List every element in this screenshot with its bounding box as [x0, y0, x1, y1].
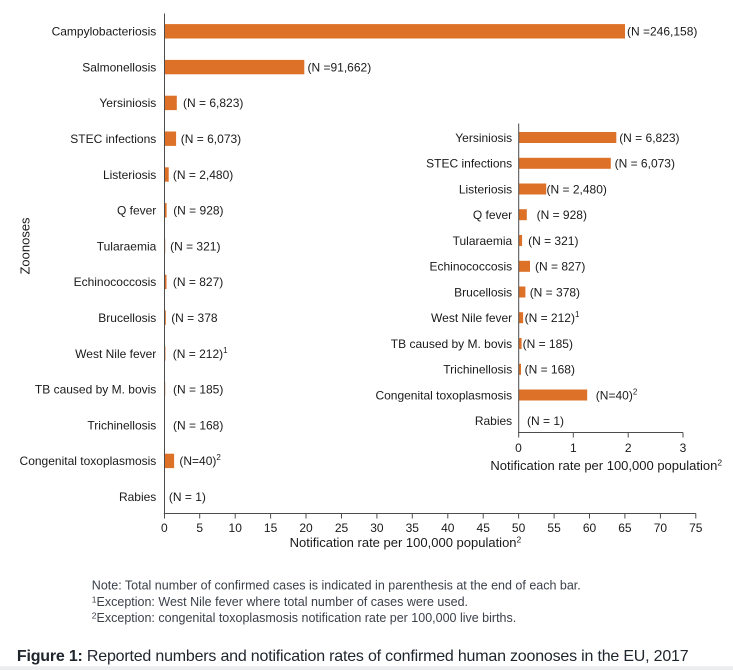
svg-text:60: 60	[583, 521, 597, 535]
svg-text:Q fever: Q fever	[117, 204, 156, 218]
svg-text:Note: Total number of confirme: Note: Total number of confirmed cases is…	[92, 579, 581, 593]
svg-text:(N = 1): (N = 1)	[527, 414, 564, 428]
svg-text:25: 25	[335, 521, 349, 535]
svg-text:(N = 378: (N = 378	[171, 311, 218, 325]
svg-text:Notification rate per 100,000: Notification rate per 100,000 population…	[490, 458, 722, 474]
svg-text:Trichinellosis: Trichinellosis	[87, 418, 156, 432]
svg-text:(N = 185): (N = 185)	[173, 383, 223, 397]
svg-text:Campylobacteriosis: Campylobacteriosis	[52, 25, 157, 39]
svg-text:(N = 212)1: (N = 212)1	[173, 346, 228, 361]
svg-text:1: 1	[570, 441, 577, 455]
svg-text:West Nile fever: West Nile fever	[431, 311, 512, 325]
svg-text:Salmonellosis: Salmonellosis	[82, 60, 156, 74]
svg-text:10: 10	[229, 521, 243, 535]
svg-text:West Nile fever: West Nile fever	[75, 347, 156, 361]
svg-text:(N = 378): (N = 378)	[530, 285, 580, 299]
svg-text:(N=40)2: (N=40)2	[596, 387, 638, 402]
svg-text:Echinococcosis: Echinococcosis	[429, 260, 512, 274]
svg-text:0: 0	[161, 521, 168, 535]
svg-text:(N = 2,480): (N = 2,480)	[173, 168, 233, 182]
svg-text:(N = 928): (N = 928)	[537, 208, 587, 222]
svg-text:55: 55	[547, 521, 561, 535]
svg-text:Tularaemia: Tularaemia	[453, 234, 513, 248]
svg-text:STEC infections: STEC infections	[70, 132, 156, 146]
svg-text:(N = 321): (N = 321)	[528, 234, 578, 248]
svg-text:(N = 212)1: (N = 212)1	[525, 310, 580, 325]
svg-text:65: 65	[618, 521, 632, 535]
svg-text:TB caused by M. bovis: TB caused by M. bovis	[35, 383, 156, 397]
svg-text:Figure 1: Reported numbers and: Figure 1: Reported numbers and notificat…	[17, 648, 689, 665]
svg-text:75: 75	[689, 521, 703, 535]
svg-text:(N = 928): (N = 928)	[173, 204, 223, 218]
svg-text:3: 3	[680, 441, 687, 455]
svg-text:(N=40)2: (N=40)2	[179, 453, 221, 468]
svg-text:Yersiniosis: Yersiniosis	[99, 96, 156, 110]
svg-text:(N = 827): (N = 827)	[535, 260, 585, 274]
svg-text:Brucellosis: Brucellosis	[454, 285, 512, 299]
svg-text:(N = 827): (N = 827)	[173, 275, 223, 289]
svg-text:2: 2	[625, 441, 632, 455]
svg-text:Listeriosis: Listeriosis	[103, 168, 156, 182]
svg-text:(N = 321): (N = 321)	[170, 239, 220, 253]
svg-text:(N = 6,823): (N = 6,823)	[619, 131, 679, 145]
svg-text:Echinococcosis: Echinococcosis	[74, 275, 157, 289]
svg-text:50: 50	[512, 521, 526, 535]
svg-text:70: 70	[654, 521, 668, 535]
svg-text:20: 20	[299, 521, 313, 535]
svg-text:Notification rate per 100,000: Notification rate per 100,000 population…	[290, 535, 522, 551]
svg-text:TB caused by M. bovis: TB caused by M. bovis	[391, 337, 512, 351]
svg-text:(N = 168): (N = 168)	[173, 418, 223, 432]
svg-text:40: 40	[441, 521, 455, 535]
svg-text:STEC infections: STEC infections	[426, 157, 512, 171]
svg-text:(N = 185): (N = 185)	[523, 337, 573, 351]
svg-text:Congenital toxoplasmosis: Congenital toxoplasmosis	[20, 454, 157, 468]
svg-text:Trichinellosis: Trichinellosis	[443, 363, 512, 377]
svg-text:2Exception: congenital toxopla: 2Exception: congenital toxoplasmosis not…	[92, 611, 516, 626]
svg-text:Congenital toxoplasmosis: Congenital toxoplasmosis	[375, 388, 512, 402]
svg-text:Listeriosis: Listeriosis	[459, 182, 512, 196]
svg-text:(N = 1): (N = 1)	[169, 490, 206, 504]
svg-text:(N =91,662): (N =91,662)	[308, 60, 372, 74]
svg-text:Yersiniosis: Yersiniosis	[455, 131, 512, 145]
svg-text:Tularaemia: Tularaemia	[97, 239, 157, 253]
svg-text:(N =246,158): (N =246,158)	[627, 25, 697, 39]
svg-text:1Exception: West Nile fever wh: 1Exception: West Nile fever where total …	[92, 594, 468, 609]
svg-text:0: 0	[515, 441, 522, 455]
svg-text:(N = 6,073): (N = 6,073)	[615, 157, 675, 171]
svg-text:30: 30	[370, 521, 384, 535]
svg-text:Rabies: Rabies	[119, 490, 156, 504]
svg-text:45: 45	[477, 521, 491, 535]
svg-text:Rabies: Rabies	[475, 414, 512, 428]
svg-text:(N = 6,823): (N = 6,823)	[183, 96, 243, 110]
svg-text:Q fever: Q fever	[473, 208, 512, 222]
svg-text:(N = 6,073): (N = 6,073)	[181, 132, 241, 146]
svg-text:35: 35	[406, 521, 420, 535]
svg-text:Zoonoses: Zoonoses	[18, 217, 33, 275]
svg-text:5: 5	[196, 521, 203, 535]
svg-text:(N = 168): (N = 168)	[525, 363, 575, 377]
svg-text:15: 15	[264, 521, 278, 535]
svg-text:(N = 2,480): (N = 2,480)	[547, 182, 607, 196]
svg-text:Brucellosis: Brucellosis	[98, 311, 156, 325]
